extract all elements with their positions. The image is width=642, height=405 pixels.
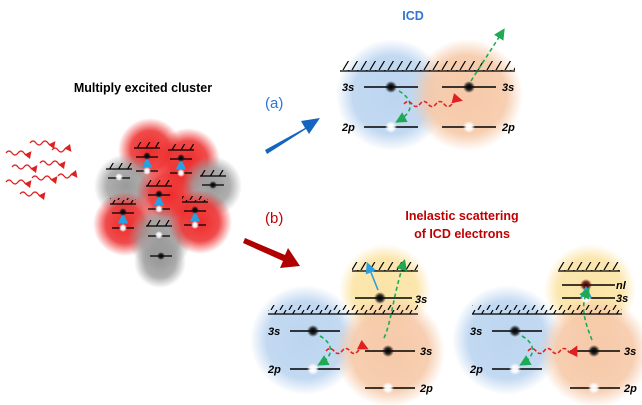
photon-wave — [39, 160, 66, 169]
arrow-b — [243, 238, 300, 268]
inelastic-panel-right: nl 3s 3s 2p 3s 2p — [452, 244, 642, 405]
label-3s-yellow: 3s — [616, 293, 628, 305]
label-3s-yellow: 3s — [415, 294, 427, 306]
inelastic-title-2: of ICD electrons — [414, 227, 510, 241]
icd-electron-arrow — [383, 258, 407, 339]
label-3s-left: 3s — [342, 82, 354, 94]
label-2p-right: 2p — [501, 122, 515, 134]
decay-arrow — [395, 90, 411, 123]
photon-wave — [19, 191, 46, 200]
branch-b-label: (b) — [265, 210, 283, 227]
photon-wave — [11, 164, 38, 173]
photon-wave — [57, 170, 78, 179]
label-3s-left: 3s — [470, 326, 482, 338]
branch-a: (a) — [265, 95, 320, 154]
label-3s-left: 3s — [268, 326, 280, 338]
arrow-a — [265, 118, 320, 154]
icd-title: ICD — [402, 9, 424, 23]
photon-wave — [29, 140, 56, 149]
branch-b: (b) — [243, 210, 300, 268]
photon-wave — [5, 179, 32, 188]
inelastic-panel-left: 3s 3s 2p 3s 2p — [250, 244, 445, 405]
incoming-photons — [5, 140, 78, 200]
icd-electron-arrow — [579, 287, 593, 341]
scattered-electron-arrow — [365, 262, 379, 291]
inelastic-title-1: Inelastic scattering — [405, 209, 518, 223]
photon-wave — [51, 144, 72, 153]
photon-wave — [5, 150, 32, 159]
label-3s-right: 3s — [420, 346, 432, 358]
icd-panel: 3s 2p 3s 2p — [336, 28, 523, 151]
label-2p-left: 2p — [469, 364, 483, 376]
decay-arrow — [519, 335, 534, 366]
label-nl: nl — [616, 280, 627, 292]
label-3s-right: 3s — [624, 346, 636, 358]
label-2p-left: 2p — [267, 364, 281, 376]
label-2p-right: 2p — [419, 383, 433, 395]
branch-a-label: (a) — [265, 95, 283, 112]
cluster — [93, 118, 242, 288]
label-3s-right: 3s — [502, 82, 514, 94]
energy-transfer-arrow — [403, 93, 463, 108]
icd-electron-arrow — [470, 28, 505, 82]
photon-wave — [31, 175, 58, 184]
label-2p-left: 2p — [341, 122, 355, 134]
energy-transfer-arrow — [527, 345, 578, 358]
decay-arrow — [317, 335, 332, 366]
cluster-title: Multiply excited cluster — [74, 81, 212, 95]
energy-transfer-arrow — [325, 339, 369, 355]
label-2p-right: 2p — [623, 383, 637, 395]
